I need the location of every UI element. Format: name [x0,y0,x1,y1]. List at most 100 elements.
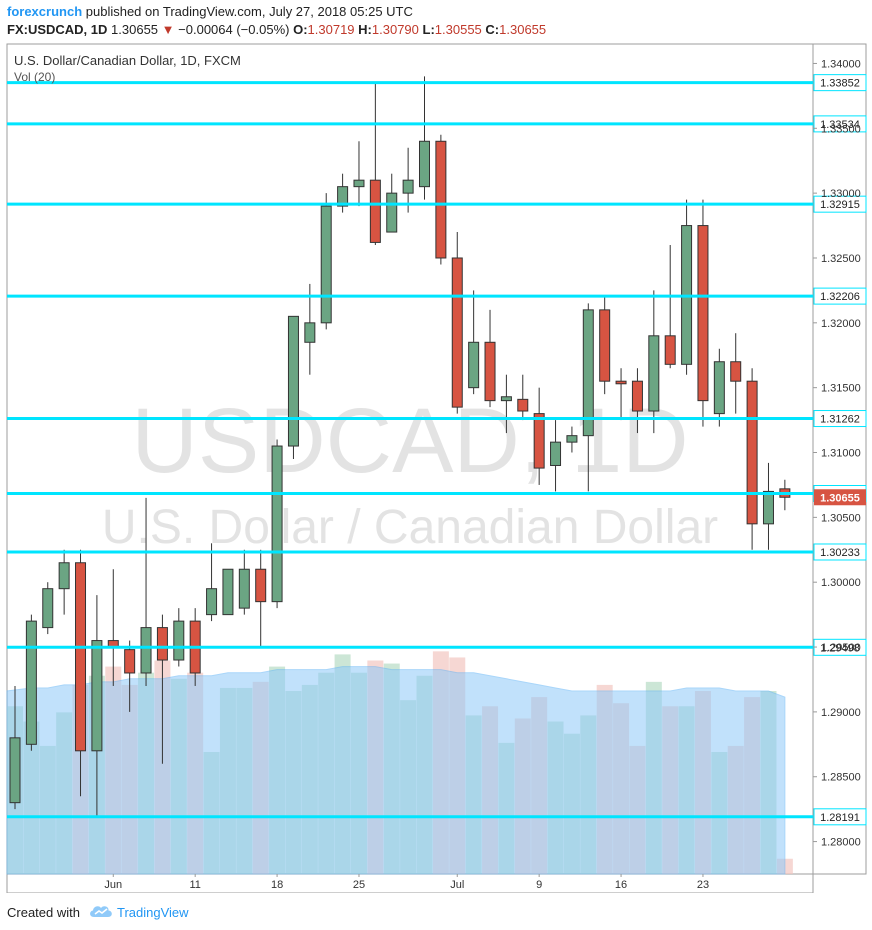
candle-body [124,649,136,674]
y-tick-label: 1.33500 [821,123,861,135]
candle-body [730,361,742,382]
close-label: C: [485,22,500,37]
candle-body [451,257,463,408]
author-link[interactable]: forexcrunch [7,4,83,19]
y-tick-label: 1.30000 [821,577,861,589]
candle-body [58,562,70,590]
y-tick-label: 1.29500 [821,642,861,654]
candle [206,543,218,622]
candle-body [222,568,234,616]
candle-body [402,179,414,194]
y-tick-label: 1.28000 [821,837,861,849]
candle-body [664,335,676,365]
x-tick-label: 18 [271,879,283,891]
candle-body [517,398,529,412]
candle-body [599,309,611,382]
candle [25,614,37,751]
level-tag [813,410,867,428]
x-tick-label: 16 [615,879,627,891]
y-tick-label: 1.29000 [821,707,861,719]
candle [500,374,512,434]
candle-body [566,435,578,443]
candle [271,439,283,609]
level-label: 1.29498 [820,642,860,654]
level-tag [813,808,867,826]
candle [255,549,267,648]
level-label: 1.33534 [820,119,860,131]
chart-header: forexcrunch published on TradingView.com… [0,0,872,44]
candle [173,608,185,667]
candle [156,614,168,764]
last-price: 1.30655 [111,22,159,37]
price-axis[interactable]: 1.34000 1.33500 1.33000 1.32500 1.32000 1.315… [813,58,861,849]
candle-body [419,140,430,188]
candle [648,290,660,434]
x-tick-label: Jun [104,879,122,891]
candle-body [762,490,774,525]
candle [238,549,250,615]
candle [451,232,463,414]
last-price-tag [814,489,866,506]
created-with-text: Created with [7,905,80,920]
candle [369,82,381,246]
axis-frame [812,43,867,875]
candle-body [156,627,168,661]
candle [664,245,676,369]
candle [582,303,594,492]
x-tick-label: 11 [189,879,200,891]
candle [681,199,693,375]
ohlc-line: FX:USDCAD, 1D 1.30655 ▼ −0.00064 (−0.05%… [7,22,546,37]
candle-body [320,205,332,324]
y-tick-label: 1.30500 [821,512,861,524]
volume-ma-layer [6,666,786,875]
watermark-description: U.S. Dollar / Canadian Dollar [102,501,718,554]
candle [599,296,611,395]
candle [762,462,774,550]
level-label: 1.33852 [820,78,860,90]
level-label: 1.32206 [820,291,860,303]
candle-body [353,179,365,188]
candle-body [255,568,267,603]
candle [697,199,709,427]
candle-body [287,315,299,447]
tradingview-link[interactable]: TradingView [117,905,189,920]
volume-indicator-label[interactable]: Vol (20) [14,70,56,84]
tradingview-cloud-icon [90,906,112,917]
candle-body [386,192,398,233]
candle [140,497,152,686]
level-tag [813,195,867,213]
x-tick-label: Jul [450,879,464,891]
candle [746,368,758,550]
volume-ma-area [6,666,786,875]
candle [533,387,545,485]
candle [42,582,54,635]
x-tick-label: 25 [353,879,365,891]
candle-body [615,380,627,385]
price-change: −0.00064 (−0.05%) [178,22,290,37]
candle [402,147,414,213]
candle [435,134,447,265]
candle-body [9,737,21,804]
candle-body [140,627,152,674]
x-tick-label: 23 [697,879,709,891]
candle-body [91,640,103,752]
candle [337,173,349,213]
symbol-label: FX:USDCAD, 1D [7,22,108,37]
candle [484,309,496,408]
open-label: O: [293,22,308,37]
candle-body [304,322,316,343]
y-tick-label: 1.31500 [821,383,861,395]
candle [550,420,562,492]
candle [631,368,643,434]
high-value: 1.30790 [371,22,419,37]
candle-body [435,140,447,259]
candle [320,193,332,330]
price-chart[interactable]: USDCAD, 1D U.S. Dollar / Canadian Dollar… [0,0,872,893]
candle-body [746,380,758,525]
level-tag [813,287,867,305]
time-axis[interactable]: Jun 11 18 25 Jul 9 16 23 [104,874,709,891]
low-label: L: [422,22,435,37]
pane-title: U.S. Dollar/Canadian Dollar, 1D, FXCM [14,53,241,68]
candle [287,315,299,459]
candle [615,368,627,421]
